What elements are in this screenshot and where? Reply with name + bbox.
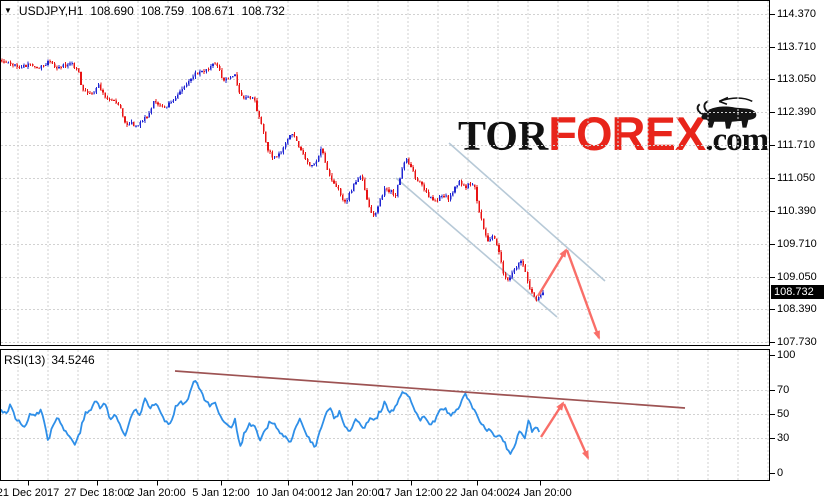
ohlc-open: 108.690 [90, 4, 134, 18]
ohlc-low: 108.671 [191, 4, 235, 18]
time-tick-label: 5 Jan 12:00 [192, 487, 250, 499]
time-tick-label: 17 Jan 12:00 [379, 487, 443, 499]
time-tick-label: 22 Jan 04:00 [445, 487, 509, 499]
rsi-tick-label: 70 [777, 384, 790, 397]
logo-text-forex: FOREX [548, 107, 706, 160]
time-tick-label: 21 Dec 2017 [0, 487, 60, 499]
price-tick-label: 113.050 [777, 73, 816, 86]
price-tick-label: 109.710 [777, 238, 817, 251]
symbol-ohlc-header: ▼ USDJPY,H1 108.690 108.759 108.671 108.… [4, 4, 285, 18]
price-tick-label: 108.390 [777, 303, 817, 316]
current-price-badge: 108.732 [771, 285, 824, 299]
symbol-period: USDJPY,H1 [18, 4, 84, 18]
price-tick-label: 111.710 [777, 139, 816, 152]
rsi-tick-label: 50 [777, 408, 790, 420]
indicator-name: RSI(13) [4, 353, 46, 367]
time-tick-label: 10 Jan 04:00 [256, 487, 320, 499]
price-tick-label: 113.710 [777, 40, 816, 53]
rsi-tick-label: 0 [777, 467, 784, 479]
watermark-logo: TORFOREX.com [458, 106, 769, 161]
price-tick-label: 111.050 [777, 172, 816, 184]
price-tick-label: 114.370 [777, 8, 816, 20]
rsi-tick-label: 30 [777, 431, 790, 444]
rsi-tick-label: 100 [777, 349, 796, 361]
price-tick-label: 107.730 [777, 336, 817, 348]
logo-text-com: .com [705, 122, 769, 158]
price-tick-label: 110.390 [777, 204, 816, 217]
indicator-header: RSI(13) 34.5246 [4, 353, 95, 367]
time-tick-label: 12 Jan 20:00 [320, 487, 384, 499]
indicator-value: 34.5246 [51, 353, 95, 367]
time-tick-label: 24 Jan 20:00 [508, 487, 572, 499]
price-tick-label: 109.050 [777, 270, 817, 283]
price-tick-label: 112.390 [777, 105, 816, 118]
time-tick-label: 27 Dec 18:00 [64, 487, 130, 499]
time-tick-label: 2 Jan 20:00 [128, 487, 186, 499]
collapse-indicator-icon[interactable]: ▼ [4, 6, 12, 15]
ohlc-high: 108.759 [140, 4, 185, 18]
ohlc-close: 108.732 [241, 4, 285, 18]
logo-text-tor: TOR [458, 114, 549, 160]
